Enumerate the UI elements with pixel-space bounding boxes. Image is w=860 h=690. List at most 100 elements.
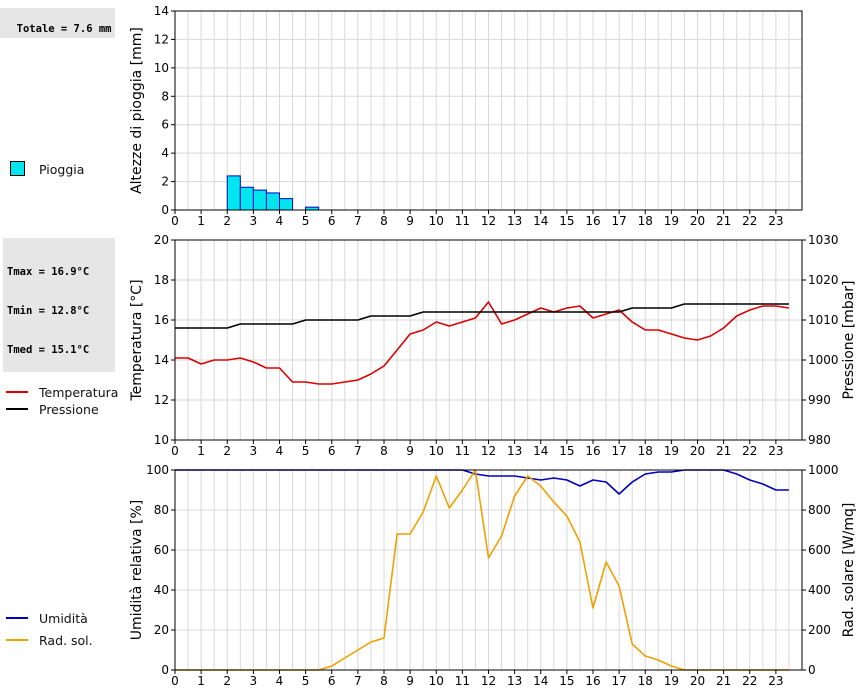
- y-tick-label: 20: [154, 623, 169, 637]
- x-tick-label: 17: [611, 674, 626, 688]
- x-tick-label: 16: [585, 674, 600, 688]
- y-tick-label: 14: [154, 4, 169, 18]
- x-tick-label: 2: [223, 444, 231, 458]
- x-tick-label: 16: [585, 214, 600, 228]
- y2-tick-label: 600: [808, 543, 831, 557]
- y-axis-title: Temperatura [°C]: [129, 279, 145, 401]
- x-tick-label: 8: [380, 214, 388, 228]
- legend-label-pioggia: Pioggia: [39, 162, 85, 177]
- y-axis-title: Umidità relativa [%]: [129, 500, 145, 641]
- x-tick-label: 18: [638, 444, 653, 458]
- x-tick-label: 9: [406, 444, 414, 458]
- y2-tick-label: 1010: [808, 313, 839, 327]
- rain-bar: [279, 198, 294, 211]
- x-tick-label: 12: [481, 444, 496, 458]
- y-tick-label: 0: [161, 203, 169, 217]
- y-axis-title: Altezze di pioggia [mm]: [129, 27, 145, 194]
- y2-axis-title: Rad. solare [W/mq]: [841, 503, 857, 638]
- x-tick-label: 1: [197, 444, 205, 458]
- radiation-line: [175, 469, 789, 671]
- x-tick-label: 18: [638, 214, 653, 228]
- temperature-swatch: [6, 391, 28, 393]
- x-tick-label: 10: [429, 444, 444, 458]
- y2-tick-label: 990: [808, 393, 831, 407]
- tmax-label: Tmax = 16.9°C: [7, 266, 90, 278]
- x-tick-label: 14: [533, 444, 548, 458]
- x-tick-label: 19: [664, 214, 679, 228]
- x-tick-label: 2: [223, 214, 231, 228]
- x-tick-label: 17: [611, 214, 626, 228]
- legend-label-radsol: Rad. sol.: [39, 633, 93, 648]
- x-tick-label: 7: [354, 214, 362, 228]
- x-tick-label: 1: [197, 214, 205, 228]
- x-tick-label: 23: [768, 214, 783, 228]
- rain-bar: [265, 192, 280, 211]
- x-tick-label: 10: [429, 214, 444, 228]
- x-tick-label: 5: [302, 214, 310, 228]
- x-tick-label: 0: [171, 674, 179, 688]
- y-tick-label: 8: [161, 89, 169, 103]
- y-tick-label: 4: [161, 146, 169, 160]
- x-tick-label: 6: [328, 674, 336, 688]
- y-tick-label: 10: [154, 433, 169, 447]
- x-tick-label: 5: [302, 444, 310, 458]
- x-tick-label: 10: [429, 674, 444, 688]
- x-tick-label: 0: [171, 214, 179, 228]
- x-tick-label: 21: [716, 674, 731, 688]
- x-tick-label: 8: [380, 674, 388, 688]
- y2-tick-label: 1000: [808, 353, 839, 367]
- x-tick-label: 0: [171, 444, 179, 458]
- rain-bar: [252, 189, 267, 211]
- x-tick-label: 20: [690, 444, 705, 458]
- y-tick-label: 16: [154, 313, 169, 327]
- y-tick-label: 100: [146, 463, 169, 477]
- legend-label-temperatura: Temperatura: [39, 385, 119, 400]
- x-tick-label: 20: [690, 214, 705, 228]
- rain-swatch: [10, 161, 25, 176]
- y-tick-label: 80: [154, 503, 169, 517]
- x-tick-label: 22: [742, 214, 757, 228]
- y2-tick-label: 1020: [808, 273, 839, 287]
- x-tick-label: 19: [664, 674, 679, 688]
- y2-tick-label: 980: [808, 433, 831, 447]
- x-tick-label: 13: [507, 444, 522, 458]
- y2-tick-label: 800: [808, 503, 831, 517]
- x-tick-label: 6: [328, 214, 336, 228]
- temperature-stats-box: Tmax = 16.9°C Tmin = 12.8°C Tmed = 15.1°…: [3, 238, 115, 372]
- y-tick-label: 0: [161, 663, 169, 677]
- rain-bar: [226, 175, 241, 211]
- x-tick-label: 1: [197, 674, 205, 688]
- y2-tick-label: 1000: [808, 463, 839, 477]
- x-tick-label: 12: [481, 214, 496, 228]
- temperature-line: [175, 301, 790, 385]
- pressure-swatch: [6, 408, 28, 410]
- x-tick-label: 6: [328, 444, 336, 458]
- y2-tick-label: 400: [808, 583, 831, 597]
- x-tick-label: 14: [533, 214, 548, 228]
- x-tick-label: 19: [664, 444, 679, 458]
- x-tick-label: 16: [585, 444, 600, 458]
- x-tick-label: 7: [354, 444, 362, 458]
- y2-tick-label: 0: [808, 663, 816, 677]
- x-tick-label: 17: [611, 444, 626, 458]
- radiation-swatch: [6, 639, 28, 641]
- rain-bar: [239, 186, 254, 211]
- x-tick-label: 13: [507, 674, 522, 688]
- y-tick-label: 60: [154, 543, 169, 557]
- x-tick-label: 11: [455, 444, 470, 458]
- x-tick-label: 22: [742, 444, 757, 458]
- y2-tick-label: 1030: [808, 233, 839, 247]
- x-tick-label: 3: [250, 444, 258, 458]
- x-tick-label: 23: [768, 674, 783, 688]
- x-tick-label: 7: [354, 674, 362, 688]
- x-tick-label: 15: [559, 444, 574, 458]
- y2-axis-title: Pressione [mbar]: [841, 280, 857, 399]
- humidity-line: [175, 469, 789, 495]
- total-rain-label: Totale = 7.6 mm: [16, 23, 112, 35]
- x-tick-label: 4: [276, 444, 284, 458]
- x-tick-label: 4: [276, 674, 284, 688]
- y-tick-label: 2: [161, 175, 169, 189]
